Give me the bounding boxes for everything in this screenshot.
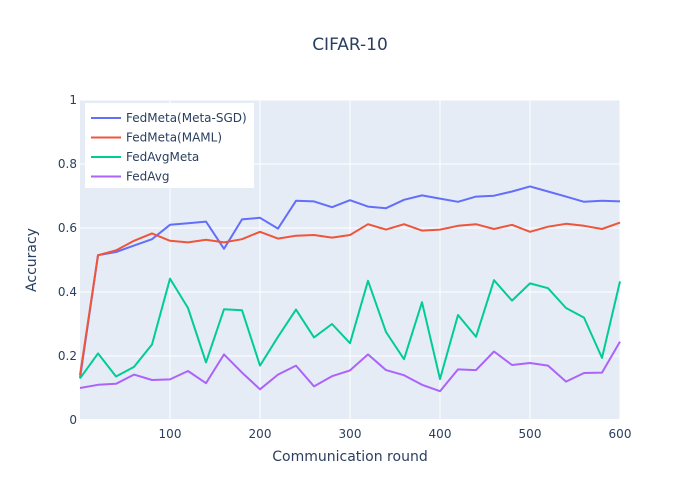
- legend-label: FedMeta(MAML): [126, 131, 222, 145]
- x-tick-label: 300: [339, 427, 362, 441]
- series-line-0[interactable]: [79, 185, 621, 379]
- legend-item[interactable]: FedMeta(Meta-SGD): [91, 111, 247, 125]
- x-tick-label: 600: [609, 427, 632, 441]
- grid: [80, 99, 621, 421]
- series-line-1[interactable]: [79, 221, 621, 376]
- y-axis-title: Accuracy: [24, 228, 40, 292]
- legend-item[interactable]: FedAvg: [91, 170, 169, 184]
- y-tick-label: 0.2: [58, 349, 77, 363]
- legend-label: FedAvgMeta: [126, 150, 199, 164]
- y-tick-label: 0.8: [58, 157, 77, 171]
- series-line-2[interactable]: [79, 277, 621, 380]
- x-axis-title: Communication round: [272, 449, 427, 465]
- legend[interactable]: FedMeta(Meta-SGD) FedMeta(MAML) FedAvgMeta…: [85, 103, 254, 188]
- legend-item[interactable]: FedAvgMeta: [91, 150, 199, 164]
- series-line-3[interactable]: [79, 341, 621, 393]
- y-tick-label: 0: [69, 413, 77, 427]
- x-tick-label: 200: [249, 427, 272, 441]
- legend-label: FedAvg: [126, 170, 169, 184]
- y-tick-label: 1: [69, 93, 77, 107]
- y-tick-label: 0.4: [58, 285, 77, 299]
- y-axis: 0 0.2 0.4 0.6 0.8 1: [58, 93, 77, 427]
- legend-item[interactable]: FedMeta(MAML): [91, 131, 222, 145]
- x-tick-label: 100: [159, 427, 182, 441]
- chart-title: CIFAR-10: [312, 35, 388, 55]
- legend-label: FedMeta(Meta-SGD): [126, 111, 247, 125]
- x-axis: 100 200 300 400 500 600: [159, 427, 632, 441]
- x-tick-label: 500: [519, 427, 542, 441]
- y-tick-label: 0.6: [58, 221, 77, 235]
- series-layer: [79, 185, 621, 393]
- x-tick-label: 400: [429, 427, 452, 441]
